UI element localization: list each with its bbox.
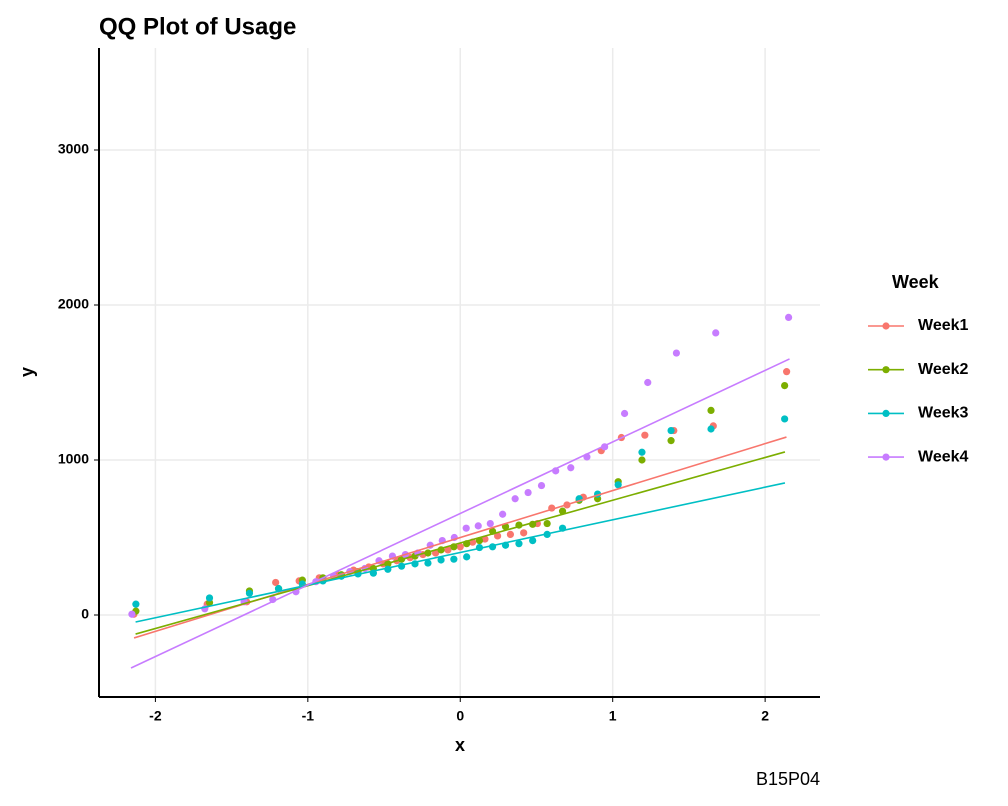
point (707, 406, 715, 414)
legend-label: Week1 (918, 317, 969, 334)
y-axis-title: y (17, 367, 37, 377)
point (524, 488, 532, 497)
point (506, 530, 515, 539)
point (437, 556, 445, 564)
point (781, 381, 789, 390)
point (463, 553, 471, 561)
point (644, 378, 652, 387)
point (132, 600, 140, 608)
x-tick-label: -1 (302, 708, 315, 724)
point (567, 464, 575, 472)
y-tick-label: 2000 (58, 296, 89, 312)
point (543, 519, 551, 528)
point (529, 537, 537, 545)
point (672, 349, 681, 357)
x-tick-label: 2 (761, 708, 769, 724)
point (245, 589, 254, 597)
qq-line (130, 358, 790, 669)
x-tick-label: 0 (456, 708, 464, 724)
y-tick-label: 1000 (58, 451, 89, 467)
point (537, 481, 546, 490)
point (205, 594, 214, 602)
point (781, 415, 789, 423)
point (614, 481, 622, 489)
point (424, 559, 432, 567)
point (456, 543, 464, 551)
point (515, 540, 523, 548)
legend-key-point (882, 453, 890, 461)
point (520, 529, 528, 537)
point (462, 524, 470, 532)
legend-title: Week (892, 272, 940, 292)
legend-key-point (882, 409, 890, 417)
x-axis-title: x (455, 735, 465, 755)
chart-title: QQ Plot of Usage (99, 13, 296, 40)
point (499, 510, 507, 518)
point (474, 522, 482, 530)
point (784, 313, 793, 321)
legend-label: Week4 (918, 448, 969, 465)
point (638, 448, 646, 456)
qq-line (135, 482, 786, 623)
y-tick-label: 3000 (58, 141, 89, 157)
point (620, 409, 629, 418)
legend-key-point (882, 322, 890, 330)
grid (99, 48, 820, 697)
point (783, 368, 791, 376)
point (667, 437, 675, 445)
qq-line (135, 451, 786, 635)
legend-label: Week3 (918, 405, 969, 422)
x-tick-label: -2 (149, 708, 162, 724)
caption: B15P04 (756, 769, 820, 789)
point (638, 456, 646, 464)
point (712, 329, 720, 337)
legend-label: Week2 (918, 361, 969, 378)
point (128, 610, 136, 618)
point (558, 507, 567, 515)
point (707, 425, 715, 433)
point (450, 555, 458, 563)
point (494, 532, 502, 540)
point (486, 519, 494, 528)
point (444, 546, 452, 554)
y-tick-label: 0 (81, 606, 89, 622)
point (641, 431, 649, 439)
point (272, 578, 280, 587)
legend-key-point (882, 366, 890, 374)
point (511, 495, 519, 503)
x-tick-label: 1 (609, 708, 617, 724)
point (667, 426, 675, 435)
